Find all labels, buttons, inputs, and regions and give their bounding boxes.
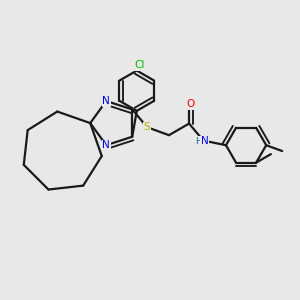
Text: N: N xyxy=(201,136,208,146)
Text: N: N xyxy=(102,96,110,106)
Text: Cl: Cl xyxy=(135,60,145,70)
Text: N: N xyxy=(102,140,110,150)
Text: S: S xyxy=(144,122,151,132)
Text: H: H xyxy=(195,137,202,146)
Text: O: O xyxy=(187,99,195,109)
